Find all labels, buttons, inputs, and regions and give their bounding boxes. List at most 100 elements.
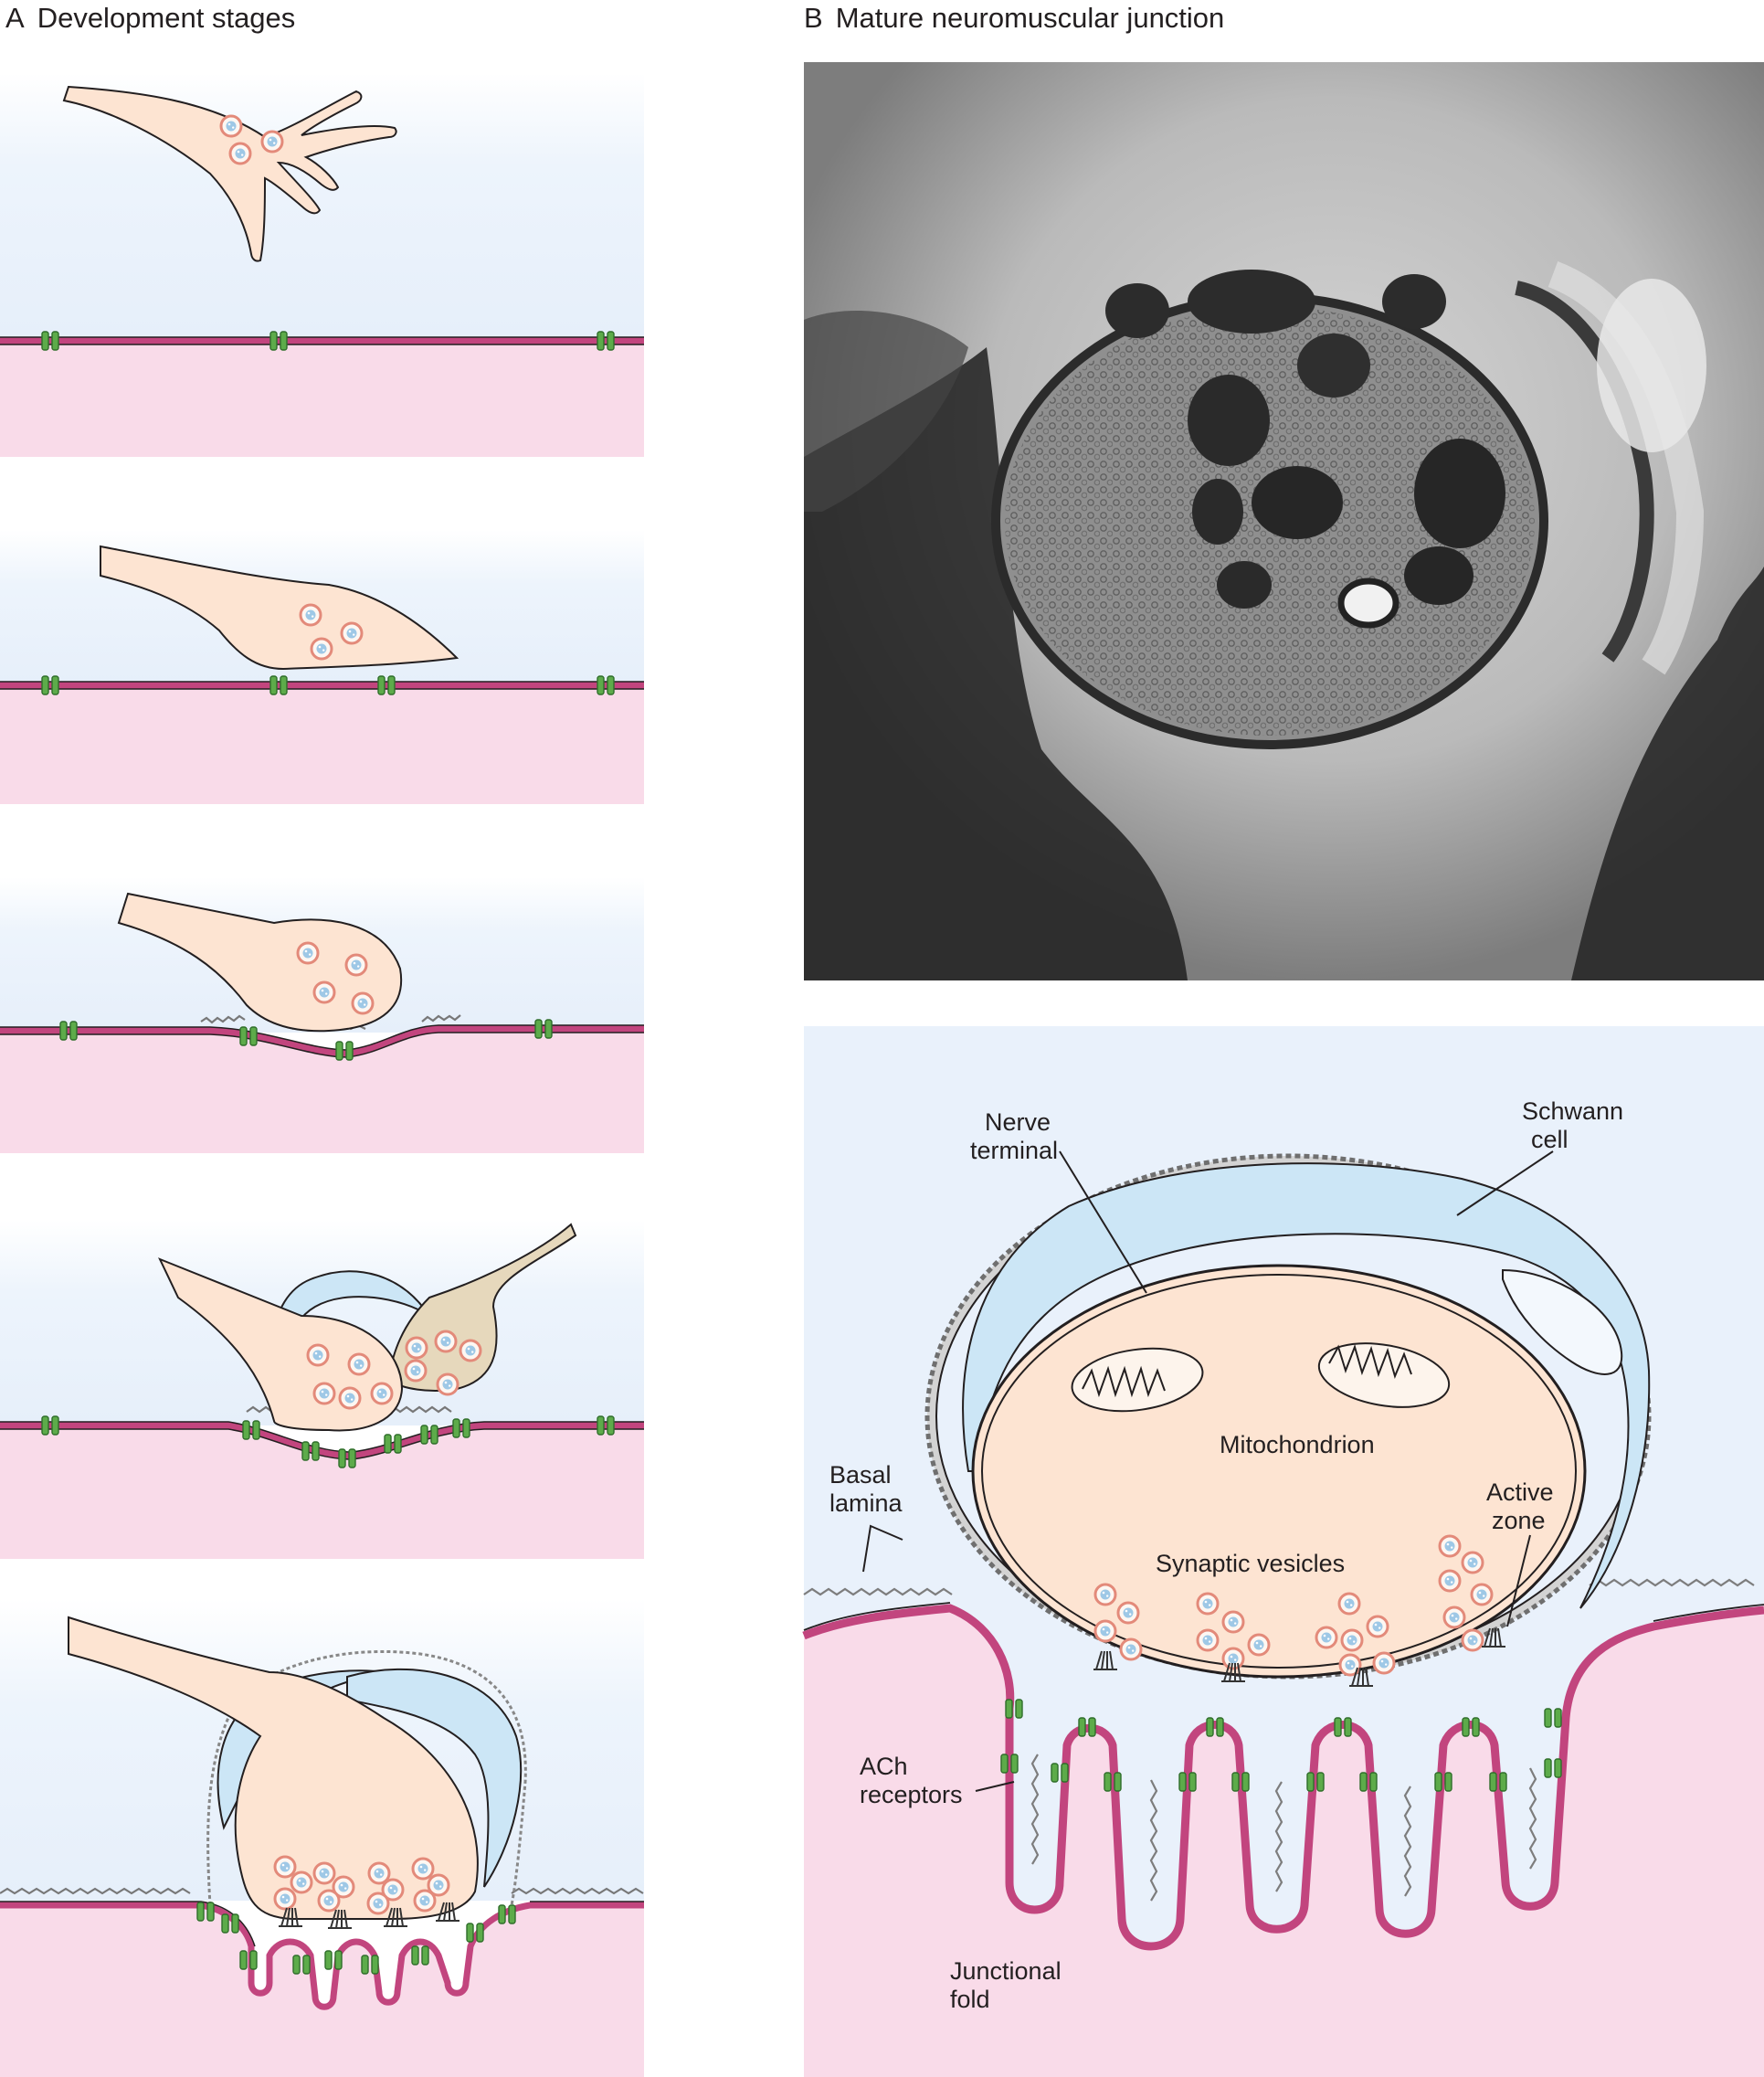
label-junctional-fold: Junctional fold bbox=[950, 1957, 1062, 2013]
leader-schwann-cell bbox=[1456, 1150, 1554, 1216]
panel-b-title: B Mature neuromuscular junction bbox=[804, 2, 1224, 35]
panel-a-title: A Development stages bbox=[5, 2, 295, 35]
synaptic-vesicle bbox=[340, 621, 364, 645]
stage-3-panel bbox=[0, 877, 644, 1153]
synaptic-vesicle bbox=[1093, 1619, 1117, 1643]
leader-basal-lamina bbox=[862, 1524, 903, 1573]
growth-cone bbox=[100, 545, 459, 671]
basal-lamina bbox=[0, 1887, 644, 1895]
label-ach-receptors: ACh receptors bbox=[860, 1753, 963, 1808]
nerve-terminal bbox=[971, 1264, 1587, 1679]
synaptic-vesicle bbox=[1470, 1583, 1494, 1606]
nerve-terminal bbox=[157, 1257, 404, 1432]
synaptic-vesicle bbox=[299, 603, 322, 627]
nerve-terminal-2 bbox=[386, 1223, 577, 1392]
muscle-fiber bbox=[804, 1608, 1764, 2077]
synaptic-vesicle bbox=[1461, 1551, 1484, 1574]
postsynaptic-membrane bbox=[802, 1604, 1764, 1951]
synaptic-vesicle bbox=[1340, 1628, 1364, 1652]
label-schwann-cell: Schwann cell bbox=[1522, 1097, 1623, 1153]
synaptic-vesicle bbox=[1442, 1605, 1466, 1629]
panel-a-letter: A bbox=[5, 2, 25, 34]
mitochondrion-em bbox=[1217, 561, 1272, 609]
schwann-cell bbox=[346, 1668, 523, 1888]
mitochondrion-em bbox=[1188, 375, 1270, 466]
growth-cone bbox=[62, 85, 397, 262]
synaptic-vesicle bbox=[1438, 1534, 1462, 1558]
label-synaptic-vesicles: Synaptic vesicles bbox=[1156, 1550, 1345, 1577]
synaptic-vesicle bbox=[273, 1887, 297, 1911]
synaptic-vesicle bbox=[366, 1892, 390, 1915]
basal-lamina bbox=[206, 1650, 527, 1906]
synaptic-vesicle bbox=[273, 1855, 297, 1879]
synaptic-vesicle bbox=[413, 1889, 437, 1913]
synaptic-vesicle bbox=[228, 142, 252, 165]
nerve-terminal bbox=[68, 1616, 479, 1920]
synaptic-vesicle bbox=[1093, 1583, 1117, 1606]
synaptic-vesicle bbox=[338, 1386, 362, 1410]
stage-1-panel bbox=[0, 73, 644, 457]
mitochondrion-em bbox=[1105, 283, 1169, 338]
panel-a-title-text: Development stages bbox=[37, 2, 296, 34]
panel-b-title-text: Mature neuromuscular junction bbox=[835, 2, 1225, 34]
synaptic-vesicle bbox=[347, 1352, 371, 1376]
synaptic-vesicle bbox=[1221, 1610, 1245, 1634]
synaptic-vesicle bbox=[312, 980, 336, 1004]
synaptic-vesicle bbox=[1337, 1592, 1361, 1616]
synaptic-vesicle bbox=[1372, 1651, 1396, 1675]
synaptic-vesicle bbox=[260, 130, 284, 154]
postsynaptic-membrane bbox=[0, 1902, 644, 2010]
mitochondrion-em bbox=[1192, 479, 1243, 545]
synaptic-vesicle bbox=[1221, 1647, 1245, 1670]
synaptic-vesicle bbox=[310, 637, 333, 661]
synaptic-vesicle bbox=[312, 1861, 336, 1885]
schwann-cell bbox=[962, 1162, 1651, 1609]
synaptic-vesicle bbox=[1196, 1592, 1220, 1616]
mitochondrion-icon bbox=[1317, 1342, 1451, 1408]
synaptic-vesicle bbox=[344, 953, 368, 977]
synaptic-vesicle bbox=[404, 1359, 428, 1383]
synaptic-vesicle bbox=[459, 1339, 482, 1362]
synaptic-vesicle bbox=[1247, 1633, 1271, 1657]
synaptic-vesicle bbox=[1315, 1626, 1338, 1649]
synaptic-vesicle bbox=[296, 941, 320, 965]
mitochondrion-em bbox=[1382, 274, 1446, 329]
synaptic-vesicle bbox=[351, 991, 375, 1015]
synaptic-vesicle bbox=[1116, 1601, 1140, 1625]
mitochondrion-em bbox=[1414, 439, 1505, 548]
mitochondrion-icon bbox=[1071, 1347, 1204, 1413]
label-mitochondrion: Mitochondrion bbox=[1220, 1431, 1375, 1458]
synaptic-vesicle bbox=[317, 1889, 341, 1913]
leader-active-zone bbox=[1506, 1534, 1531, 1627]
panel-b-letter: B bbox=[804, 2, 823, 34]
synaptic-vesicle bbox=[219, 114, 243, 138]
synaptic-vesicle bbox=[434, 1330, 458, 1353]
synaptic-vesicle bbox=[367, 1861, 391, 1885]
label-active-zone: Active zone bbox=[1486, 1478, 1554, 1534]
ach-receptor bbox=[324, 1950, 343, 1970]
synaptic-vesicle bbox=[411, 1857, 435, 1881]
synaptic-vesicle bbox=[290, 1870, 313, 1894]
stage-2-panel bbox=[0, 530, 644, 804]
mitochondrion-em bbox=[1404, 546, 1474, 605]
synaptic-vesicle bbox=[1338, 1653, 1362, 1677]
electron-micrograph bbox=[804, 62, 1764, 980]
label-nerve-terminal: Nerve terminal bbox=[970, 1108, 1058, 1164]
junction-schematic bbox=[802, 1026, 1764, 2077]
synaptic-vesicle bbox=[370, 1382, 394, 1405]
leader-nerve-terminal bbox=[1059, 1150, 1147, 1294]
synaptic-vesicle bbox=[1461, 1628, 1484, 1652]
leader-ach-receptors bbox=[975, 1781, 1015, 1792]
synaptic-vesicle bbox=[1438, 1569, 1462, 1593]
mitochondrion-em bbox=[1252, 466, 1343, 539]
mitochondrion-em bbox=[1188, 270, 1315, 334]
synaptic-vesicle bbox=[312, 1382, 336, 1405]
mitochondrion-em bbox=[1297, 334, 1370, 397]
synaptic-vesicle bbox=[405, 1336, 428, 1360]
synaptic-vesicle bbox=[1366, 1615, 1389, 1638]
synaptic-vesicle bbox=[1119, 1637, 1143, 1661]
stage-5-panel bbox=[0, 1599, 644, 2077]
stage-4-panel bbox=[0, 1220, 644, 1559]
synaptic-vesicle bbox=[306, 1343, 330, 1367]
